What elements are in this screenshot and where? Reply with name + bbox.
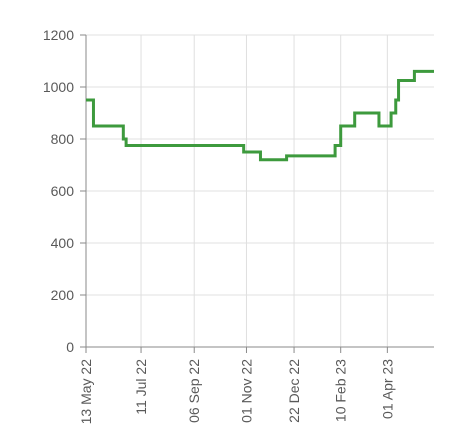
y-tick-label: 400 — [51, 235, 75, 251]
axes — [80, 34, 434, 353]
y-tick-label: 1200 — [43, 27, 74, 43]
y-tick-label: 200 — [51, 287, 75, 303]
x-tick-label: 01 Apr 23 — [379, 359, 395, 419]
x-tick-label: 01 Nov 22 — [238, 359, 254, 423]
x-tick-label: 10 Feb 23 — [333, 359, 349, 422]
x-tick-label: 11 Jul 22 — [133, 359, 149, 415]
x-tick-label: 13 May 22 — [78, 359, 94, 425]
x-tick-label: 22 Dec 22 — [286, 359, 302, 423]
y-tick-label: 800 — [51, 131, 75, 147]
y-tick-label: 1000 — [43, 79, 74, 95]
x-tick-label: 06 Sep 22 — [186, 359, 202, 423]
series-layer — [85, 69, 435, 162]
series-line — [86, 69, 434, 162]
tick-labels: 0 200 400 600 800 1000 1200 13 May 22 11 Jul 22 0… — [43, 27, 396, 424]
y-tick-label: 0 — [66, 339, 74, 355]
y-tick-label: 600 — [51, 183, 75, 199]
grid — [85, 34, 434, 348]
